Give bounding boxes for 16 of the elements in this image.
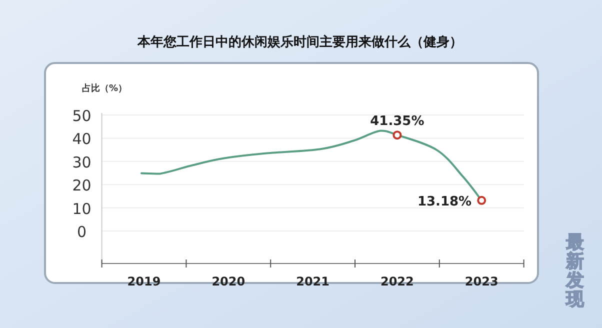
y-axis-title: 占比（%） xyxy=(82,83,128,94)
data-label: 41.35% xyxy=(370,114,424,130)
x-tick-label: 2022 xyxy=(380,274,414,288)
x-tick-label: 2021 xyxy=(296,274,330,288)
y-tick-label: 20 xyxy=(72,176,92,195)
y-tick-label: 0 xyxy=(77,223,87,242)
x-tick-label: 2023 xyxy=(464,274,498,288)
text: 最新发现 xyxy=(565,232,585,310)
y-tick-label: 50 xyxy=(72,107,92,125)
y-tick-label: 40 xyxy=(72,130,92,148)
y-tick-label: 10 xyxy=(72,200,92,218)
data-label: 13.18% xyxy=(417,194,472,210)
x-tick-label: 2019 xyxy=(127,274,161,288)
y-tick-label: 30 xyxy=(72,153,92,172)
x-tick-label: 2020 xyxy=(212,274,246,288)
chart-title: 本年您工作日中的休闲娱乐时间主要用来做什么（健身） xyxy=(136,34,462,50)
